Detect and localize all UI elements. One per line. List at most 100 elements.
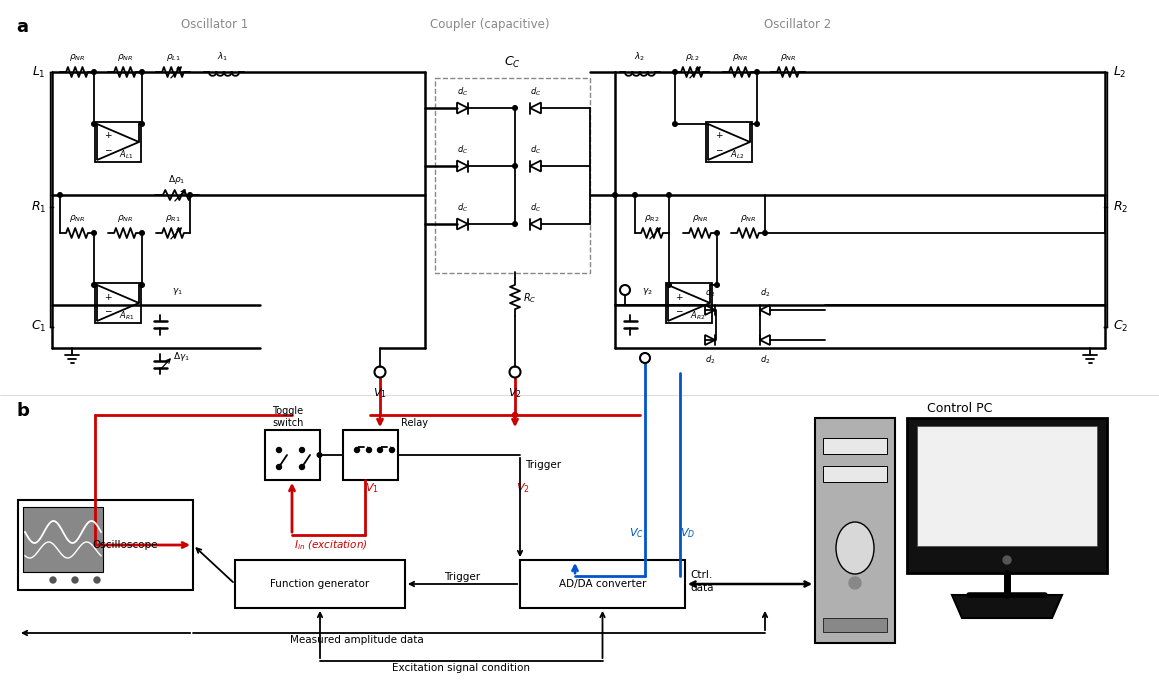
Text: $V_C$: $V_C$ bbox=[629, 526, 644, 540]
Circle shape bbox=[715, 231, 720, 236]
Text: a: a bbox=[16, 18, 28, 36]
Text: $C_1$: $C_1$ bbox=[30, 319, 46, 334]
Circle shape bbox=[512, 413, 518, 417]
Text: Control PC: Control PC bbox=[927, 402, 993, 415]
Text: b: b bbox=[16, 402, 29, 420]
Polygon shape bbox=[952, 595, 1062, 618]
Text: $d_2$: $d_2$ bbox=[760, 286, 771, 299]
Text: Trigger: Trigger bbox=[525, 460, 561, 470]
Circle shape bbox=[389, 447, 394, 453]
Text: $\lambda_2$: $\lambda_2$ bbox=[634, 51, 646, 63]
Bar bbox=[907, 418, 1107, 573]
Bar bbox=[23, 507, 103, 572]
Text: $d_2$: $d_2$ bbox=[705, 354, 715, 367]
Circle shape bbox=[277, 447, 282, 453]
Bar bbox=[520, 560, 685, 608]
Text: Excitation signal condition: Excitation signal condition bbox=[392, 663, 531, 673]
Text: +: + bbox=[104, 292, 111, 301]
Circle shape bbox=[92, 70, 96, 74]
Text: $V_D$: $V_D$ bbox=[680, 526, 695, 540]
Circle shape bbox=[715, 283, 720, 288]
Circle shape bbox=[755, 70, 759, 74]
Text: $R_C$: $R_C$ bbox=[523, 291, 537, 305]
Text: $A_{R2}$: $A_{R2}$ bbox=[690, 310, 705, 322]
Circle shape bbox=[355, 447, 359, 453]
Text: $\rho_{NR}$: $\rho_{NR}$ bbox=[68, 52, 85, 63]
Bar bbox=[19, 500, 194, 590]
Text: $A_{R1}$: $A_{R1}$ bbox=[118, 310, 134, 322]
Text: $A_{L2}$: $A_{L2}$ bbox=[730, 149, 745, 161]
Text: −: − bbox=[715, 145, 722, 155]
Text: $L_2$: $L_2$ bbox=[1113, 64, 1127, 79]
Circle shape bbox=[299, 447, 305, 453]
Circle shape bbox=[755, 122, 759, 126]
Bar bbox=[706, 122, 752, 162]
Circle shape bbox=[666, 283, 671, 288]
Bar bbox=[823, 466, 887, 482]
Circle shape bbox=[512, 106, 517, 110]
Circle shape bbox=[72, 577, 78, 583]
Text: $\gamma_1$: $\gamma_1$ bbox=[172, 286, 183, 297]
Bar bbox=[343, 430, 398, 480]
Circle shape bbox=[140, 122, 145, 126]
Bar bbox=[666, 283, 712, 323]
Text: $d_C$: $d_C$ bbox=[530, 85, 541, 98]
Text: $\Delta\rho_1$: $\Delta\rho_1$ bbox=[168, 173, 185, 186]
Text: $\rho_{NR}$: $\rho_{NR}$ bbox=[117, 213, 133, 224]
Circle shape bbox=[188, 193, 192, 197]
Text: Oscilloscope: Oscilloscope bbox=[93, 540, 159, 550]
Text: $\rho_{NR}$: $\rho_{NR}$ bbox=[692, 213, 708, 224]
Text: Measured amplitude data: Measured amplitude data bbox=[290, 635, 423, 645]
Text: Toggle
switch: Toggle switch bbox=[272, 406, 304, 428]
Circle shape bbox=[94, 577, 100, 583]
Text: $\rho_{NR}$: $\rho_{NR}$ bbox=[68, 213, 85, 224]
Text: −: − bbox=[675, 307, 683, 316]
Text: $\rho_{NR}$: $\rho_{NR}$ bbox=[780, 52, 796, 63]
Circle shape bbox=[58, 193, 63, 197]
Text: $\rho_{L2}$: $\rho_{L2}$ bbox=[685, 52, 699, 63]
Bar bbox=[95, 122, 141, 162]
Text: $d_C$: $d_C$ bbox=[457, 85, 468, 98]
Text: $d_C$: $d_C$ bbox=[530, 201, 541, 214]
Text: $d_C$: $d_C$ bbox=[457, 201, 468, 214]
Text: $R_2$: $R_2$ bbox=[1113, 199, 1129, 214]
Circle shape bbox=[277, 464, 282, 469]
Circle shape bbox=[366, 447, 372, 453]
Circle shape bbox=[850, 577, 861, 589]
Text: $C_C$: $C_C$ bbox=[504, 55, 520, 70]
Text: +: + bbox=[675, 292, 683, 301]
Text: $\rho_{L1}$: $\rho_{L1}$ bbox=[166, 52, 181, 63]
Bar bbox=[823, 618, 887, 632]
Text: −: − bbox=[104, 145, 111, 155]
Text: $V_2$: $V_2$ bbox=[516, 482, 530, 495]
Bar bbox=[235, 560, 404, 608]
Circle shape bbox=[672, 122, 677, 126]
Text: +: + bbox=[715, 132, 722, 141]
Text: $\rho_{R2}$: $\rho_{R2}$ bbox=[644, 213, 659, 224]
Text: $I_{in}$ (excitation): $I_{in}$ (excitation) bbox=[294, 538, 367, 552]
Text: Ctrl.: Ctrl. bbox=[690, 570, 713, 580]
Bar bbox=[823, 438, 887, 454]
Circle shape bbox=[318, 453, 322, 458]
Circle shape bbox=[140, 231, 145, 236]
Text: $d_C$: $d_C$ bbox=[530, 143, 541, 156]
Bar bbox=[95, 283, 141, 323]
Bar bbox=[264, 430, 320, 480]
Text: $V_1$: $V_1$ bbox=[373, 386, 387, 400]
Circle shape bbox=[512, 164, 517, 168]
Circle shape bbox=[92, 283, 96, 288]
Text: $\lambda_1$: $\lambda_1$ bbox=[218, 51, 228, 63]
Text: data: data bbox=[690, 583, 714, 593]
Circle shape bbox=[1003, 556, 1011, 564]
Circle shape bbox=[92, 231, 96, 236]
Circle shape bbox=[512, 222, 517, 226]
Circle shape bbox=[763, 231, 767, 236]
Circle shape bbox=[140, 283, 145, 288]
Circle shape bbox=[92, 122, 96, 126]
Text: Relay: Relay bbox=[401, 418, 429, 428]
Circle shape bbox=[672, 70, 677, 74]
Text: $d_C$: $d_C$ bbox=[457, 143, 468, 156]
Text: Coupler (capacitive): Coupler (capacitive) bbox=[430, 18, 549, 31]
Circle shape bbox=[378, 447, 382, 453]
Text: AD/DA converter: AD/DA converter bbox=[559, 579, 647, 589]
